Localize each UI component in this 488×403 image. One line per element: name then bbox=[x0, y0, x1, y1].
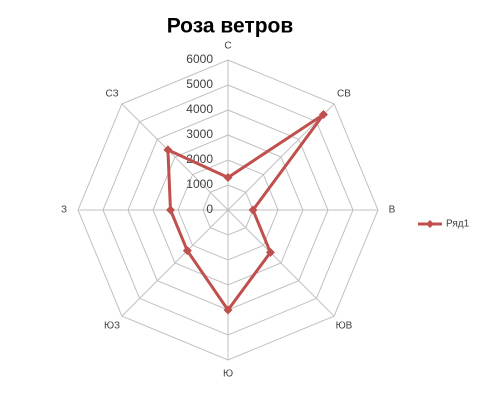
marker bbox=[248, 205, 258, 215]
tick-label: 5000 bbox=[186, 77, 213, 91]
chart-title: Роза ветров bbox=[167, 15, 294, 38]
category-label: СЗ bbox=[105, 89, 118, 100]
tick-label: 6000 bbox=[186, 52, 213, 66]
category-label: Ю bbox=[223, 369, 233, 380]
spoke bbox=[121, 103, 229, 211]
category-label: СВ bbox=[337, 89, 351, 100]
category-label: ЮЗ bbox=[104, 321, 120, 332]
legend-marker bbox=[426, 220, 434, 228]
marker bbox=[163, 145, 173, 155]
category-label: ЮВ bbox=[336, 321, 353, 332]
marker bbox=[182, 246, 192, 256]
tick-label: 0 bbox=[206, 202, 213, 216]
marker bbox=[265, 247, 275, 257]
marker bbox=[318, 110, 328, 120]
marker bbox=[166, 205, 175, 215]
category-label: З bbox=[61, 205, 67, 216]
spoke bbox=[227, 209, 335, 317]
marker bbox=[223, 305, 233, 315]
tick-label: 4000 bbox=[186, 102, 213, 116]
category-label: В bbox=[389, 205, 396, 216]
marker bbox=[223, 173, 233, 182]
category-label: С bbox=[224, 41, 231, 52]
tick-label: 1000 bbox=[186, 177, 213, 191]
legend-label: Ряд1 bbox=[446, 219, 470, 230]
series-line bbox=[166, 113, 325, 312]
tick-label: 3000 bbox=[186, 127, 213, 141]
spoke bbox=[121, 209, 229, 317]
